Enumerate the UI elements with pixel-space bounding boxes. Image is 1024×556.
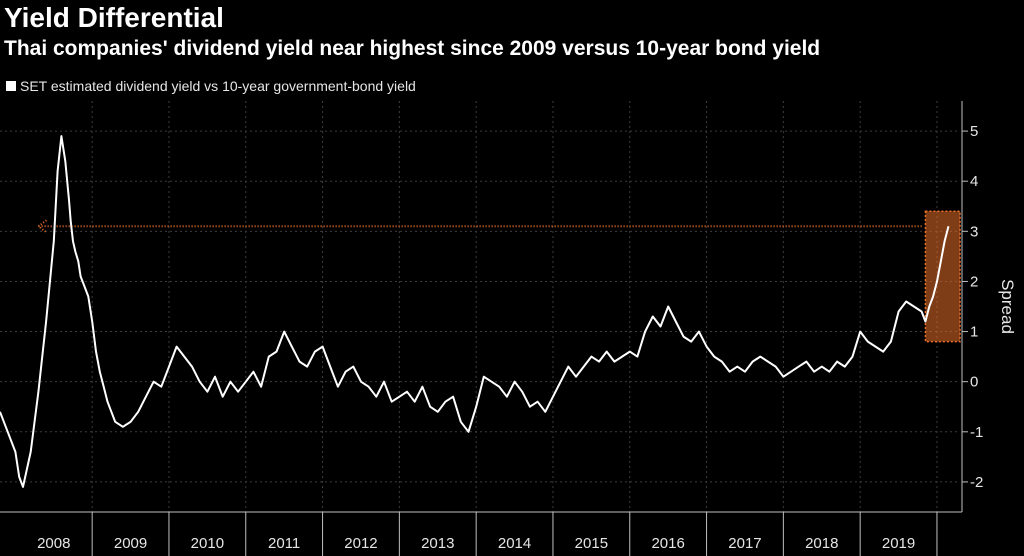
y-tick-label: 0: [970, 374, 978, 391]
x-tick-label: 2008: [37, 535, 70, 552]
highlight-box: [924, 210, 961, 343]
x-tick-label: 2012: [344, 535, 377, 552]
y-tick-label: 1: [970, 324, 978, 341]
y-tick-label: 3: [970, 223, 978, 240]
y-tick-label: 5: [970, 123, 978, 140]
chart-subtitle: Thai companies' dividend yield near high…: [4, 37, 821, 60]
legend-swatch: [6, 81, 16, 91]
x-tick-label: 2009: [114, 535, 147, 552]
x-tick-label: 2017: [728, 535, 761, 552]
y-tick-label: 2: [970, 273, 978, 290]
series-line: [0, 135, 950, 488]
x-tick-label: 2019: [882, 535, 915, 552]
x-tick-label: 2015: [575, 535, 608, 552]
y-tick-label: -1: [970, 424, 983, 441]
x-tick-label: 2010: [191, 535, 224, 552]
y-axis-label: Spread: [998, 279, 1017, 334]
y-tick-label: -2: [970, 474, 983, 491]
legend-label: SET estimated dividend yield vs 10-year …: [20, 78, 416, 94]
x-tick-label: 2014: [498, 535, 531, 552]
chart-title: Yield Differential: [4, 2, 224, 33]
x-tick-label: 2016: [651, 535, 684, 552]
y-tick-label: 4: [970, 173, 978, 190]
x-tick-label: 2011: [268, 535, 300, 552]
annotation-arrow-head: [36, 219, 48, 234]
x-tick-label: 2018: [805, 535, 838, 552]
x-tick-label: 2013: [421, 535, 454, 552]
legend: SET estimated dividend yield vs 10-year …: [6, 78, 416, 94]
